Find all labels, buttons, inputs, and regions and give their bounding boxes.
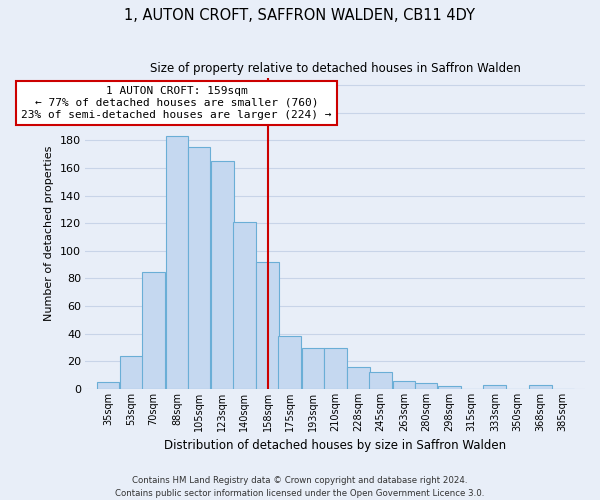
Bar	[369, 372, 392, 389]
Bar	[438, 386, 461, 389]
Bar	[256, 262, 279, 389]
Text: 1 AUTON CROFT: 159sqm
← 77% of detached houses are smaller (760)
23% of semi-det: 1 AUTON CROFT: 159sqm ← 77% of detached …	[22, 86, 332, 120]
Bar	[415, 384, 437, 389]
Bar	[211, 161, 233, 389]
Bar	[484, 385, 506, 389]
Bar	[278, 336, 301, 389]
Bar	[302, 348, 325, 389]
Bar	[392, 380, 415, 389]
Bar	[120, 356, 143, 389]
Bar	[97, 382, 119, 389]
Bar	[347, 367, 370, 389]
Bar	[188, 147, 211, 389]
Text: 1, AUTON CROFT, SAFFRON WALDEN, CB11 4DY: 1, AUTON CROFT, SAFFRON WALDEN, CB11 4DY	[125, 8, 476, 22]
X-axis label: Distribution of detached houses by size in Saffron Walden: Distribution of detached houses by size …	[164, 440, 506, 452]
Title: Size of property relative to detached houses in Saffron Walden: Size of property relative to detached ho…	[150, 62, 521, 76]
Y-axis label: Number of detached properties: Number of detached properties	[44, 146, 55, 321]
Bar	[324, 348, 347, 389]
Bar	[142, 272, 165, 389]
Bar	[166, 136, 188, 389]
Text: Contains HM Land Registry data © Crown copyright and database right 2024.
Contai: Contains HM Land Registry data © Crown c…	[115, 476, 485, 498]
Bar	[529, 385, 551, 389]
Bar	[233, 222, 256, 389]
